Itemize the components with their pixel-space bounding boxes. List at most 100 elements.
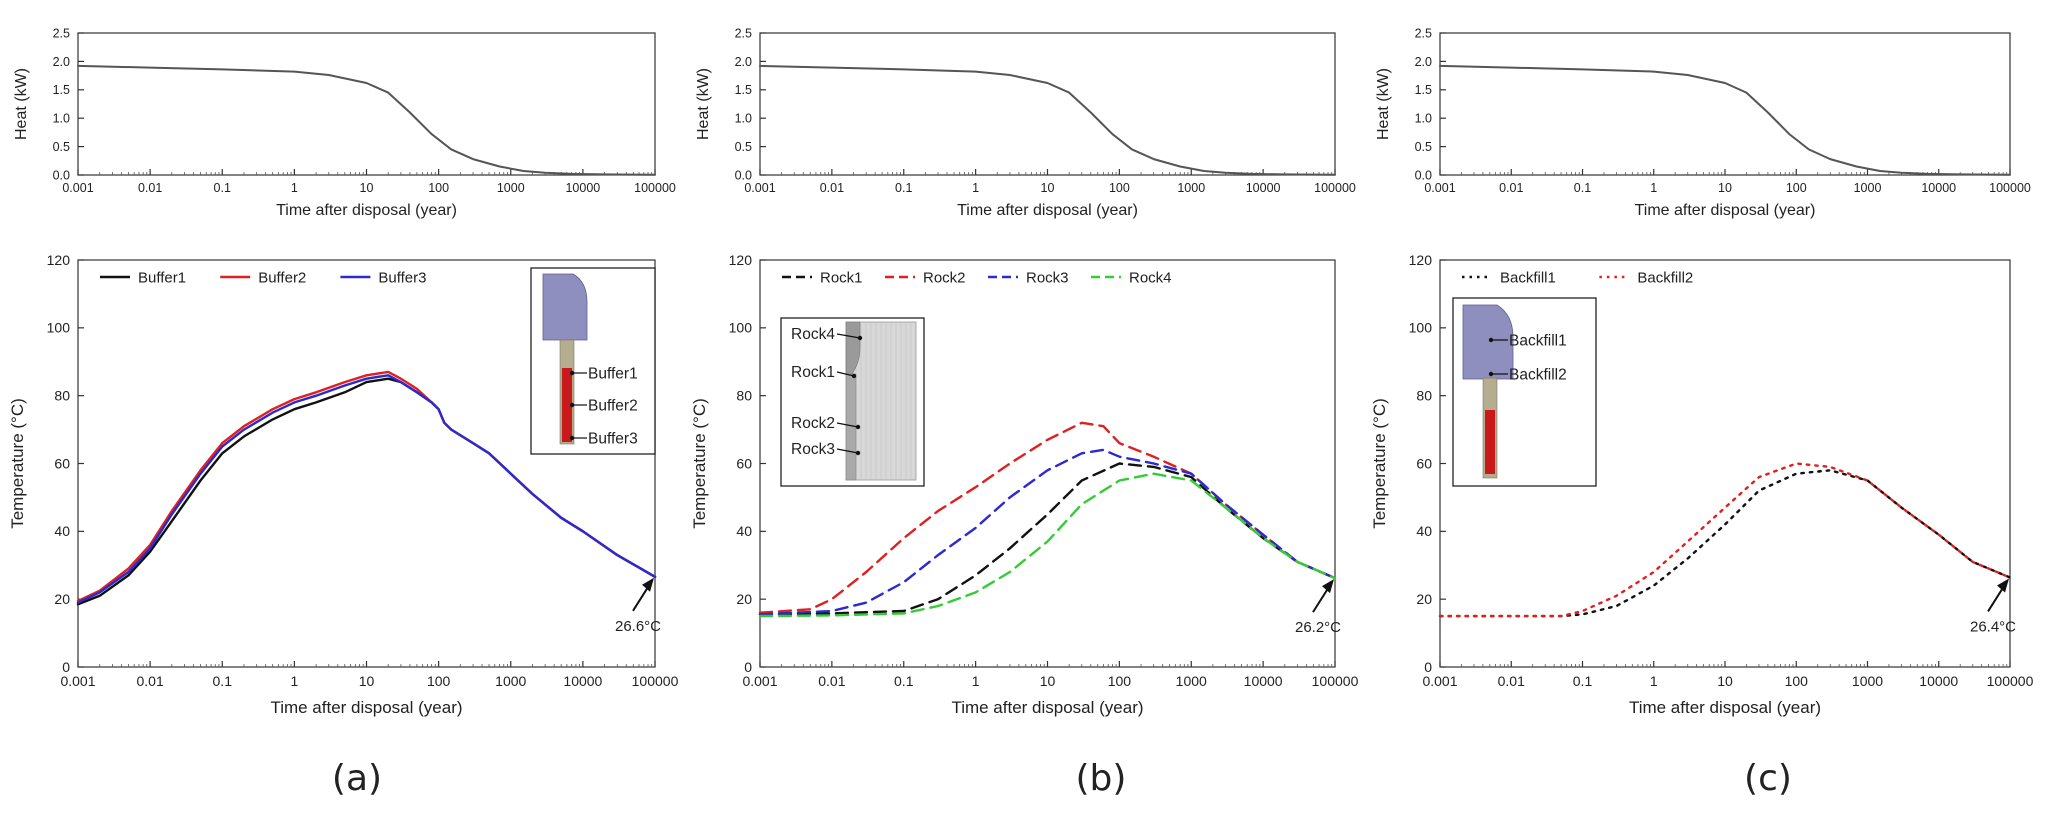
y-tick-label: 100 [47,320,71,336]
y-tick-label: 0.0 [1415,168,1432,182]
annotation-label: 26.6°C [615,618,661,635]
x-tick-label: 100000 [1314,181,1356,195]
x-tick-label: 10 [1718,181,1732,195]
x-tick-label: 10000 [1246,181,1281,195]
y-tick-label: 0.5 [1415,140,1432,154]
x-tick-label: 10 [360,181,374,195]
x-tick-label: 0.1 [1573,673,1593,689]
x-tick-label: 100000 [632,673,679,689]
x-tick-label: 100 [1108,673,1132,689]
chart-temp-b: 0.001 0.01 0.1 1 10 100 1000 10000 100000 0 20 40 60… [690,252,1359,717]
x-axis-label: Time after disposal (year) [1635,202,1816,219]
y-tick-label: 1.0 [735,112,752,126]
x-tick-label: 1 [1650,673,1658,689]
x-tick-label: 100 [1786,181,1807,195]
y-tick-label: 2.0 [735,55,752,69]
x-tick-label: 0.1 [894,673,914,689]
annotation-label: 26.2°C [1295,619,1341,636]
plot-frame [759,32,1336,176]
inset-label-buffer3: Buffer3 [588,431,638,448]
x-tick-label: 100 [1785,673,1809,689]
y-tick-label: 1.5 [735,83,752,97]
y-tick-label: 0.0 [53,168,70,182]
y-tick-label: 0.0 [735,168,752,182]
series-line-heat [759,64,1336,176]
inset-point-marker [855,424,861,430]
y-tick-label: 0.5 [53,140,70,154]
y-tick-label: 120 [1409,252,1433,268]
legend-label-rock4: Rock4 [1129,270,1172,287]
series-line-buffer3 [76,374,657,604]
chart-heat-a: 0.001 0.01 0.1 1 10 100 1000 10000 100000 0.0 0.5 1… [13,26,676,219]
series-line-backfill2 [1438,462,2012,618]
panel-label-b: (b) [1075,758,1127,799]
series-line-rock4 [758,472,1337,618]
x-tick-label: 0.01 [820,181,844,195]
legend-label-rock3: Rock3 [1026,270,1069,287]
y-tick-label: 40 [54,523,70,539]
y-tick-label: 60 [54,455,70,471]
inset-label-rock4: Rock4 [791,326,835,343]
x-tick-label: 10000 [563,673,602,689]
y-tick-label: 80 [1416,388,1432,404]
x-tick-label: 100000 [634,181,676,195]
y-tick-label: 0 [744,659,752,675]
y-tick-label: 60 [1416,455,1432,471]
x-axis-label: Time after disposal (year) [276,202,457,219]
annotation-arrow-head [642,577,654,592]
y-tick-label: 1.5 [53,83,70,97]
y-tick-label: 2.5 [1415,26,1432,40]
y-tick-label: 40 [1416,523,1432,539]
inset-backfill: Backfill1 Backfill2 [1452,297,1597,487]
x-tick-label: 1 [1650,181,1657,195]
inset-label-buffer2: Buffer2 [588,398,638,415]
y-tick-label: 2.5 [53,26,70,40]
x-tick-label: 1000 [495,673,526,689]
inset-leader-line [836,422,859,428]
inset-point-marker [851,373,857,379]
x-tick-label: 0.1 [895,181,912,195]
x-tick-label: 1 [972,181,979,195]
inset-leader-line [836,333,861,339]
y-tick-label: 1.5 [1415,83,1432,97]
x-tick-label: 0.001 [744,181,775,195]
y-axis-label: Heat (kW) [13,68,30,140]
x-tick-label: 0.01 [137,673,164,689]
inset-point-marker [857,335,863,341]
y-tick-label: 120 [47,252,71,268]
x-tick-label: 0.01 [1498,673,1525,689]
x-tick-label: 1 [291,181,298,195]
chart-temp-a: 0.001 0.01 0.1 1 10 100 1000 10000 100000 0 20 40 60… [8,252,679,717]
y-axis-label: Heat (kW) [1375,68,1392,140]
x-tick-label: 100 [427,673,451,689]
inset-hole-wall [845,373,857,481]
series-line-heat [77,64,656,176]
inset-label-rock2: Rock2 [791,415,835,432]
inset-rock: Rock4 Rock1 Rock2 Rock3 [780,317,925,487]
y-axis-label: Temperature (°C) [8,398,27,529]
x-tick-label: 100000 [1312,673,1359,689]
y-axis-label: Heat (kW) [695,68,712,140]
inset-leader-line [836,371,855,377]
inset-buffer: Buffer1 Buffer2 Buffer3 [530,267,656,455]
y-tick-label: 0 [62,659,70,675]
y-axis-label: Temperature (°C) [690,398,709,529]
x-tick-label: 10000 [1921,181,1956,195]
x-tick-label: 100000 [1987,673,2034,689]
legend-label-backfill2: Backfill2 [1637,270,1693,287]
x-tick-label: 0.001 [62,181,93,195]
annotation-arrow-head [1997,578,2009,593]
annotation-label: 26.4°C [1970,618,2016,635]
y-tick-label: 20 [736,591,752,607]
inset-tunnel-shape [1462,304,1514,380]
x-tick-label: 0.01 [818,673,845,689]
x-tick-label: 10 [359,673,375,689]
plot-frame [1439,32,2011,176]
legend-label-rock2: Rock2 [923,270,966,287]
annotation-arrow-head [1322,579,1334,594]
x-tick-label: 0.1 [214,181,231,195]
x-tick-label: 1000 [497,181,525,195]
y-tick-label: 40 [736,523,752,539]
inset-label-rock1: Rock1 [791,364,835,381]
x-axis-label: Time after disposal (year) [951,698,1143,717]
